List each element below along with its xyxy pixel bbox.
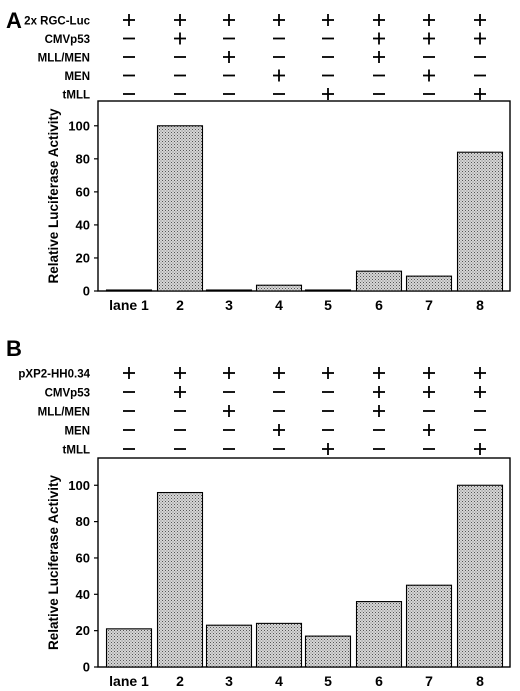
x-category-label: 6 [375, 673, 383, 689]
condition-label: 2x RGC-Luc [24, 16, 90, 28]
condition-label: pXP2-HH0.34 [18, 369, 90, 381]
condition-label: tMLL [63, 445, 90, 457]
plus-sign [474, 88, 486, 100]
plus-sign [174, 367, 186, 379]
y-tick-label: 0 [83, 284, 90, 299]
plus-sign [123, 367, 135, 379]
x-category-label: 8 [476, 673, 484, 689]
plus-sign [373, 405, 385, 417]
plus-sign [174, 32, 186, 45]
y-tick-label: 60 [76, 184, 90, 199]
panel-letter: A [6, 8, 22, 33]
plus-sign [223, 405, 235, 417]
condition-label: CMVp53 [45, 34, 90, 46]
plus-sign [322, 367, 334, 379]
condition-label: MEN [64, 426, 90, 438]
bar [105, 628, 153, 668]
plus-sign [423, 424, 435, 436]
bar [304, 635, 352, 668]
bar [255, 622, 303, 668]
bar [156, 125, 204, 292]
x-category-label: lane 1 [109, 673, 149, 689]
plus-sign [273, 424, 285, 436]
y-tick-label: 40 [76, 217, 90, 232]
plus-sign [474, 32, 486, 45]
bar [405, 584, 453, 668]
plus-sign [174, 386, 186, 398]
plus-sign [474, 443, 486, 455]
bar [355, 601, 403, 668]
bar [255, 284, 303, 292]
plus-sign [223, 367, 235, 379]
x-category-label: 5 [324, 673, 332, 689]
plus-sign [373, 14, 385, 26]
plus-sign [423, 32, 435, 45]
bar [304, 289, 352, 292]
y-tick-label: 0 [83, 660, 90, 675]
bar [205, 289, 253, 292]
bar [456, 484, 504, 668]
plus-sign [174, 14, 186, 26]
y-tick-label: 60 [76, 550, 90, 565]
bar [405, 275, 453, 292]
y-tick-label: 100 [68, 478, 90, 493]
plus-sign [322, 443, 334, 455]
x-category-label: 5 [324, 297, 332, 313]
y-axis-label: Relative Luciferase Activity [46, 108, 61, 284]
bar [456, 151, 504, 292]
y-axis-label: Relative Luciferase Activity [46, 474, 61, 650]
x-category-label: lane 1 [109, 297, 149, 313]
condition-label: MEN [64, 71, 90, 83]
condition-label: CMVp53 [45, 388, 90, 400]
plot-frame [97, 457, 511, 668]
x-category-label: 7 [425, 297, 433, 313]
condition-label: MLL/MEN [38, 407, 90, 419]
x-category-label: 3 [225, 673, 233, 689]
plus-sign [273, 14, 285, 26]
y-tick-label: 20 [76, 250, 90, 265]
plus-sign [423, 69, 435, 82]
plus-sign [223, 14, 235, 26]
plus-sign [423, 386, 435, 398]
condition-label: tMLL [63, 90, 90, 102]
plus-sign [373, 32, 385, 45]
plus-sign [474, 14, 486, 26]
panel-letter: B [6, 336, 22, 361]
plot-frame [97, 100, 511, 292]
bar [355, 270, 403, 292]
plus-sign [423, 14, 435, 26]
x-category-label: 3 [225, 297, 233, 313]
x-category-label: 4 [275, 673, 283, 689]
plus-sign [123, 14, 135, 26]
y-tick-label: 40 [76, 587, 90, 602]
plus-sign [373, 51, 385, 63]
panel-a: A 2x RGC-Luc CMVp53 MLL/MEN MEN tMLL 0 20 40 60 80… [6, 8, 511, 313]
bar [205, 624, 253, 668]
condition-label: MLL/MEN [38, 53, 90, 65]
x-category-label: 4 [275, 297, 283, 313]
x-category-label: 2 [176, 297, 184, 313]
plus-sign [423, 367, 435, 379]
x-category-label: 7 [425, 673, 433, 689]
plus-sign [322, 88, 334, 100]
x-category-label: 8 [476, 297, 484, 313]
plus-sign [322, 14, 334, 26]
x-category-label: 2 [176, 673, 184, 689]
bar [156, 491, 204, 668]
plus-sign [273, 69, 285, 82]
y-tick-label: 100 [68, 118, 90, 133]
y-tick-label: 80 [76, 514, 90, 529]
plus-sign [373, 386, 385, 398]
plus-sign [273, 367, 285, 379]
y-tick-label: 80 [76, 151, 90, 166]
x-category-label: 6 [375, 297, 383, 313]
bar [105, 289, 153, 292]
plus-sign [373, 367, 385, 379]
plus-sign [223, 51, 235, 63]
y-tick-label: 20 [76, 623, 90, 638]
plus-sign [474, 386, 486, 398]
plus-sign [474, 367, 486, 379]
